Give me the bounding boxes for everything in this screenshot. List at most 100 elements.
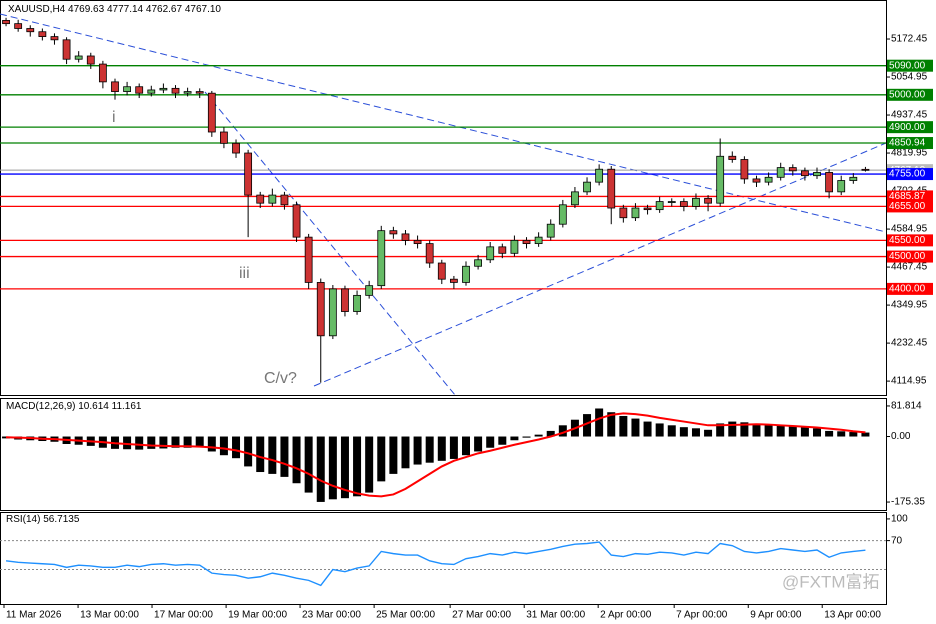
- macd-header: MACD(12,26,9) 10.614 11.161: [6, 401, 142, 412]
- macd-bar: [764, 425, 773, 437]
- macd-bar: [365, 436, 374, 493]
- macd-bar: [304, 436, 313, 493]
- candle-body: [643, 207, 652, 211]
- macd-bar: [268, 436, 277, 474]
- y-tick-label: 5054.95: [891, 72, 928, 83]
- rsi-line: [5, 541, 866, 587]
- level-tag: [887, 190, 933, 203]
- candle-body: [377, 230, 386, 287]
- y-tick-label: 4114.95: [891, 376, 927, 387]
- candle-body: [207, 92, 216, 133]
- rsi-header: RSI(14) 56.7135: [6, 514, 80, 525]
- macd-bar: [498, 436, 507, 445]
- candle-body: [413, 239, 422, 245]
- candle-body: [268, 194, 277, 204]
- macd-bar: [389, 436, 398, 474]
- level-label: 4685.87: [889, 191, 926, 202]
- candle-body: [740, 159, 749, 180]
- candle-body: [595, 168, 604, 183]
- level-tag: [887, 250, 933, 263]
- x-tick-label: 31 Mar 00:00: [526, 610, 585, 621]
- macd-bar: [534, 434, 543, 437]
- candle-body: [716, 155, 725, 204]
- candle-body: [14, 23, 23, 29]
- level-tag: [887, 282, 933, 295]
- y-tick-label: 4937.45: [891, 110, 928, 121]
- wave-label: iii: [239, 265, 250, 282]
- macd-bar: [292, 436, 301, 484]
- candle-body: [2, 20, 10, 25]
- y-tick-label: -175.35: [891, 497, 925, 508]
- y-tick-label: 81.814: [891, 401, 922, 412]
- candle-body: [316, 282, 325, 337]
- x-tick-label: 7 Apr 00:00: [676, 610, 728, 621]
- macd-bar: [316, 436, 325, 502]
- x-tick-label: 9 Apr 00:00: [750, 610, 802, 621]
- candle-body: [474, 259, 483, 267]
- candle-body: [813, 172, 821, 177]
- level-label: 4500.00: [889, 251, 926, 262]
- candle-body: [607, 168, 616, 209]
- macd-bar: [849, 432, 858, 437]
- macd-bar: [558, 425, 567, 437]
- candle-body: [26, 28, 35, 33]
- level-label: 4850.94: [889, 138, 926, 149]
- candle-body: [510, 239, 519, 254]
- macd-bar: [123, 436, 132, 450]
- macd-bar: [328, 436, 337, 500]
- x-tick-label: 11 Mar 2026: [6, 610, 62, 621]
- candle-body: [704, 197, 712, 204]
- macd-bar: [704, 429, 713, 437]
- macd-bar: [219, 436, 228, 456]
- candle-body: [655, 201, 664, 211]
- signal-value: 11.161: [112, 401, 142, 412]
- wave-label: i: [112, 109, 116, 126]
- macd-bar: [728, 421, 737, 437]
- macd-bar: [667, 425, 676, 437]
- macd-bar: [861, 432, 870, 437]
- candle-body: [425, 243, 434, 264]
- macd-bar: [437, 436, 446, 461]
- macd-bar: [353, 436, 362, 497]
- candle-body: [692, 197, 700, 207]
- x-tick-label: 23 Mar 00:00: [302, 610, 361, 621]
- candle-body: [147, 89, 156, 94]
- macd-bar: [595, 408, 604, 437]
- rsi-value: 56.7135: [43, 514, 80, 525]
- candle-body: [667, 201, 676, 203]
- macd-bar: [377, 436, 386, 482]
- x-tick-label: 2 Apr 00:00: [600, 610, 652, 621]
- candle-body: [62, 39, 71, 60]
- trend-line: [313, 142, 887, 387]
- trend-lines: [0, 13, 887, 396]
- macd-bar: [401, 436, 410, 469]
- level-tag: [887, 200, 933, 213]
- candle-body: [558, 204, 567, 225]
- macd-bar: [800, 427, 809, 437]
- y-tick-label: 0.00: [891, 431, 911, 442]
- candle-body: [571, 191, 579, 206]
- candle-body: [462, 265, 470, 283]
- candle-body: [256, 194, 265, 204]
- price-panel: [0, 0, 887, 396]
- candle-body: [159, 87, 168, 91]
- macd-bar: [171, 436, 180, 448]
- macd-bar: [546, 430, 555, 437]
- candle-body: [353, 294, 361, 312]
- candle-body: [50, 36, 59, 41]
- candle-body: [522, 239, 531, 245]
- level-tag: [887, 168, 933, 181]
- candle-body: [171, 87, 180, 94]
- candle-body: [304, 236, 313, 283]
- candle-body: [837, 180, 846, 193]
- macd-bar: [147, 436, 156, 449]
- macd-bar: [232, 436, 241, 459]
- macd-bar: [583, 414, 592, 437]
- candle-body: [123, 86, 131, 92]
- close: 4767.10: [185, 4, 222, 15]
- indicator-name: MACD(12,26,9): [6, 401, 75, 412]
- macd-bar: [740, 422, 749, 437]
- candle-body: [788, 167, 797, 172]
- candle-body: [449, 278, 458, 283]
- macd-bar: [619, 415, 628, 437]
